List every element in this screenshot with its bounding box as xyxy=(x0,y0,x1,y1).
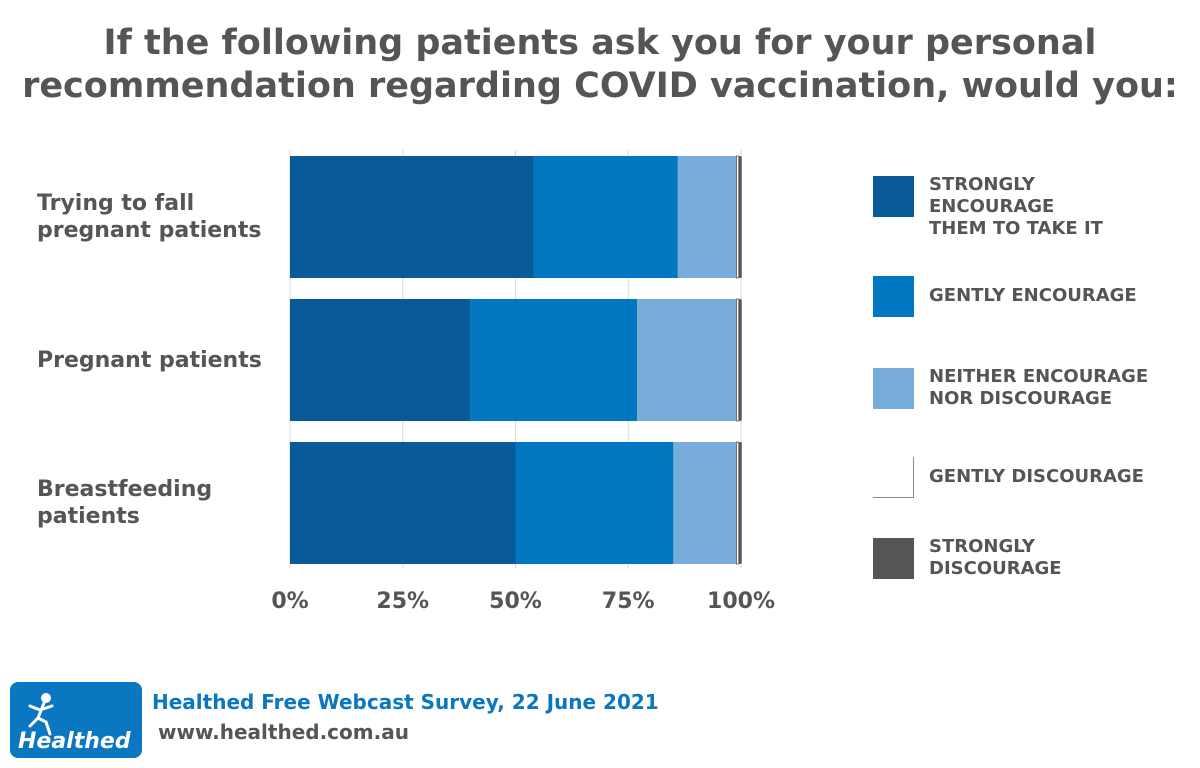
legend-item: STRONGLY ENCOURAGE THEM TO TAKE IT xyxy=(873,174,1193,246)
x-tick-label: 0% xyxy=(271,589,308,614)
bar-segment xyxy=(290,442,516,564)
bar-segment xyxy=(738,299,742,421)
bar-segment xyxy=(290,299,471,421)
bar-segment xyxy=(677,156,737,278)
title-line-2: recommendation regarding COVID vaccinati… xyxy=(22,66,1178,106)
legend-label: GENTLY DISCOURAGE xyxy=(929,466,1144,487)
website-link[interactable]: www.healthed.com.au xyxy=(158,720,409,744)
logo-text: Healthed xyxy=(18,729,131,754)
x-tick-label: 50% xyxy=(489,589,542,614)
bar-segment xyxy=(470,299,638,421)
runner-icon xyxy=(28,693,54,736)
x-tick-label: 75% xyxy=(602,589,655,614)
bar-segment xyxy=(736,155,740,279)
legend-label: STRONGLY DISCOURAGE xyxy=(929,536,1062,579)
bar-segment xyxy=(736,441,740,565)
bar-segment xyxy=(673,442,737,564)
bar-segment xyxy=(637,299,737,421)
source-text: Healthed Free Webcast Survey, 22 June 20… xyxy=(152,690,659,714)
legend-swatch xyxy=(873,276,914,317)
bar-segment xyxy=(736,298,740,422)
bar-segment xyxy=(738,156,742,278)
legend-swatch xyxy=(873,457,914,498)
bar-segment xyxy=(533,156,678,278)
legend-label: STRONGLY ENCOURAGE THEM TO TAKE IT xyxy=(929,174,1103,239)
legend-item: NEITHER ENCOURAGE NOR DISCOURAGE xyxy=(873,366,1193,438)
x-tick-label: 100% xyxy=(707,589,775,614)
title-line-1: If the following patients ask you for yo… xyxy=(103,23,1097,63)
bar-segment xyxy=(515,442,674,564)
legend-item: GENTLY ENCOURAGE xyxy=(873,276,1193,346)
bar-segment xyxy=(290,156,534,278)
category-label: Breastfeeding patients xyxy=(37,477,213,529)
legend-item: STRONGLY DISCOURAGE xyxy=(873,536,1193,608)
legend-item: GENTLY DISCOURAGE xyxy=(873,457,1193,527)
legend-label: NEITHER ENCOURAGE NOR DISCOURAGE xyxy=(929,366,1149,409)
bar-segment xyxy=(738,442,742,564)
category-label: Pregnant patients xyxy=(37,347,262,373)
healthed-logo: Healthed xyxy=(10,682,142,758)
legend-swatch xyxy=(873,176,914,217)
chart-title: If the following patients ask you for yo… xyxy=(0,22,1200,108)
legend-label: GENTLY ENCOURAGE xyxy=(929,285,1137,306)
legend-swatch xyxy=(873,368,914,409)
category-label: Trying to fall pregnant patients xyxy=(37,191,262,243)
x-tick-label: 25% xyxy=(376,589,429,614)
legend-swatch xyxy=(873,538,914,579)
stacked-bar-chart: 0% 25% 50% 75% 100% xyxy=(271,150,775,614)
